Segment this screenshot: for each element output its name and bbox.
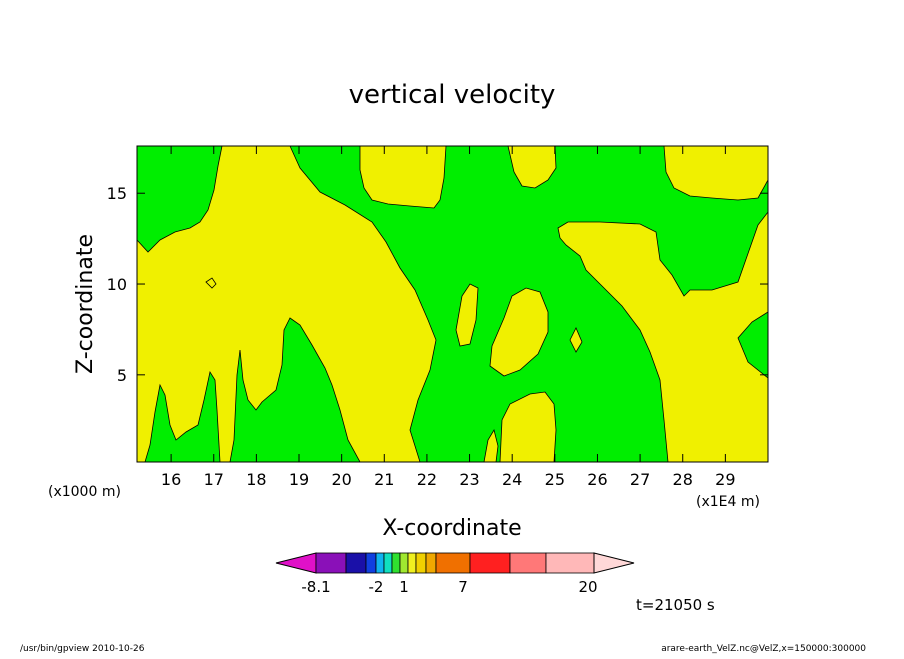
colorbar-label: -8.1 (301, 578, 330, 596)
colorbar-label: 1 (399, 578, 409, 596)
x-tick-label: 24 (502, 470, 522, 489)
y-unit-label: (x1000 m) (48, 484, 121, 500)
colorbar-segment (425, 552, 437, 574)
colorbar (275, 552, 635, 574)
contour-region-spot-2 (569, 327, 583, 353)
plot-frame (136, 145, 769, 463)
footer-left: /usr/bin/gpview 2010-10-26 (20, 644, 145, 654)
y-tick-label: 10 (107, 275, 127, 294)
x-tick-label: 29 (715, 470, 735, 489)
colorbar-segment (365, 552, 377, 574)
colorbar-segment (545, 552, 595, 574)
x-tick-label: 20 (331, 470, 351, 489)
y-tick-label: 15 (107, 184, 127, 203)
colorbar-label: 7 (458, 578, 468, 596)
x-tick-label: 25 (545, 470, 565, 489)
colorbar-segment (315, 552, 347, 574)
x-tick-label: 23 (459, 470, 479, 489)
x-tick-label: 18 (246, 470, 266, 489)
x-tick-label: 19 (289, 470, 309, 489)
x-tick-label: 16 (161, 470, 181, 489)
colorbar-segment (391, 552, 401, 574)
x-tick-label: 21 (374, 470, 394, 489)
time-label: t=21050 s (636, 596, 715, 614)
colorbar-segment (469, 552, 511, 574)
footer-right: arare-earth_VelZ.nc@VelZ,x=150000:300000 (661, 644, 866, 654)
plot-area (136, 145, 769, 463)
colorbar-arrow-left (275, 552, 317, 574)
colorbar-segment (375, 552, 385, 574)
colorbar-label: 20 (578, 578, 597, 596)
colorbar-segment (399, 552, 409, 574)
colorbar-label: -2 (369, 578, 384, 596)
contour-region-spot-1 (205, 277, 217, 289)
colorbar-segment (415, 552, 427, 574)
contour-region-small-left (455, 283, 479, 347)
y-axis: 5 10 15 (107, 184, 768, 385)
x-tick-label: 26 (587, 470, 607, 489)
contour-region-left (136, 145, 437, 463)
colorbar-segment (435, 552, 471, 574)
colorbar-arrow-right (593, 552, 635, 574)
contour-region-center-blob (489, 287, 549, 377)
x-axis: 16 17 18 19 20 21 22 23 24 25 26 27 28 29 (161, 146, 736, 489)
y-tick-label: 5 (117, 366, 127, 385)
x-tick-label: 17 (204, 470, 224, 489)
x-tick-label: 22 (417, 470, 437, 489)
contour-region-right (557, 210, 769, 463)
contour-region-bottom-center (499, 391, 557, 463)
colorbar-segment (509, 552, 547, 574)
contour-region-top-center (359, 145, 447, 209)
chart-title: vertical velocity (349, 80, 556, 110)
colorbar-labels: -8.1 -2 1 7 20 (301, 578, 597, 596)
colorbar-segment (383, 552, 393, 574)
x-tick-label: 27 (630, 470, 650, 489)
x-axis-label: X-coordinate (382, 516, 521, 541)
x-unit-label: (x1E4 m) (696, 494, 760, 510)
colorbar-segment (407, 552, 417, 574)
x-tick-label: 28 (673, 470, 693, 489)
y-axis-label: Z-coordinate (73, 234, 98, 374)
colorbar-segment (345, 552, 367, 574)
